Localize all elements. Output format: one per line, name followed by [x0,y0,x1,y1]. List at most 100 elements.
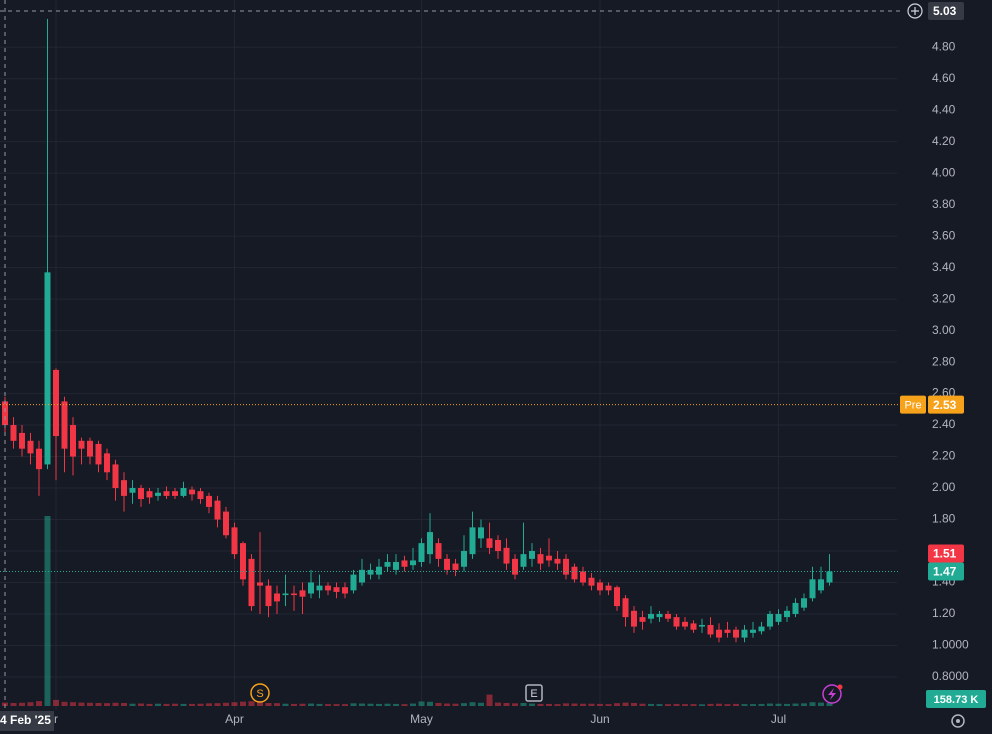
volume-bar [36,701,42,706]
candle-body [401,560,408,567]
candle-body [146,491,153,498]
candle-body [546,555,552,561]
candle-body [376,566,382,575]
candle-body [529,550,535,559]
candle-body [656,613,663,618]
add-alert-icon[interactable] [907,3,923,19]
volume-bar [333,704,340,706]
candle-body [291,593,297,596]
volume-bar [325,704,331,706]
volume-bar [376,703,382,706]
event-label: E [530,688,537,700]
candle-body [512,558,518,575]
candle-body [563,558,569,575]
volume-bar [299,703,306,706]
event-icon [822,684,842,704]
candle-body [826,571,833,583]
volume-bar [444,703,450,706]
candle-body [325,585,331,591]
candle-body [333,587,340,592]
volume-bar [580,703,586,706]
event-split[interactable]: S [250,683,270,703]
price-label-box [928,2,964,21]
y-tick-label: 4.40 [932,102,956,116]
candle-body [605,585,612,591]
volume-bar [435,702,442,706]
candle-body [36,448,42,470]
volume-bar [741,704,748,706]
volume-bar [155,703,161,706]
volume-bar [10,702,17,706]
candle-body [121,480,127,496]
candle-body [95,443,102,465]
x-tick-label: Jun [590,712,609,726]
volume-bar [469,702,476,706]
candle-body [282,593,289,596]
volume-bar [316,703,323,706]
candle-body [393,562,399,570]
price-axis: 0.80001.00001.201.401.601.802.002.202.40… [900,2,969,683]
candle-body [87,440,93,457]
candle-body [155,492,161,496]
candle-body [410,560,416,566]
settings-button[interactable] [951,714,965,728]
volume-label: 158.73 K [926,690,986,708]
candle-body [461,550,467,567]
volume-bar [138,703,144,706]
volume-bar [461,703,467,706]
y-tick-label: 3.40 [932,260,956,274]
volume-bar [775,703,782,706]
event-flash[interactable] [822,684,843,704]
volume-label-text: 158.73 K [934,694,979,706]
flash-icon [828,688,836,700]
volume-bar [418,701,425,706]
volume-bar [673,703,680,706]
price-label: 5.03 [933,4,957,18]
volume-bar [733,703,739,706]
y-tick-label: 4.20 [932,134,956,148]
candle-body [495,539,501,551]
volume-bar [87,702,93,706]
x-tick-label: r [54,712,58,726]
event-earnings[interactable]: E [525,684,543,702]
price-tag-box [900,395,926,414]
volume-bar [359,703,365,706]
candle-body [223,511,229,536]
volume-bar [656,704,663,706]
candle-body [316,585,323,591]
volume-bar [189,703,195,706]
candle-body [801,598,807,608]
volume-bar [257,702,263,706]
volume-bar [639,703,646,706]
grid [0,0,897,710]
candle-body [520,554,527,567]
volume-layer [2,516,833,706]
volume-bar [231,702,238,706]
volume-bar [682,704,688,706]
volume-bar [44,516,51,706]
volume-bar [367,703,374,706]
y-tick-label: 3.20 [932,291,956,305]
add-alert-plus [911,7,919,16]
candle-body [554,558,561,564]
volume-bar [792,703,799,706]
volume-bar [512,703,518,706]
volume-bar [172,703,178,706]
notification-dot [837,684,843,690]
x-tick-label: Apr [225,712,244,726]
volume-bar [61,701,68,706]
candle-body [580,571,586,583]
volume-bar [104,703,110,706]
candle-body [274,593,280,602]
candle-body [741,629,748,638]
candle-body [231,527,238,555]
volume-bar [801,703,807,706]
candle-body [257,582,263,586]
candle-body [469,527,476,555]
event-icon [525,684,543,702]
price-label: 1.47 [933,565,957,579]
y-tick-label: 3.80 [932,197,956,211]
volume-bar [146,703,153,706]
volume-bar [180,703,187,706]
volume-bar [129,703,136,706]
